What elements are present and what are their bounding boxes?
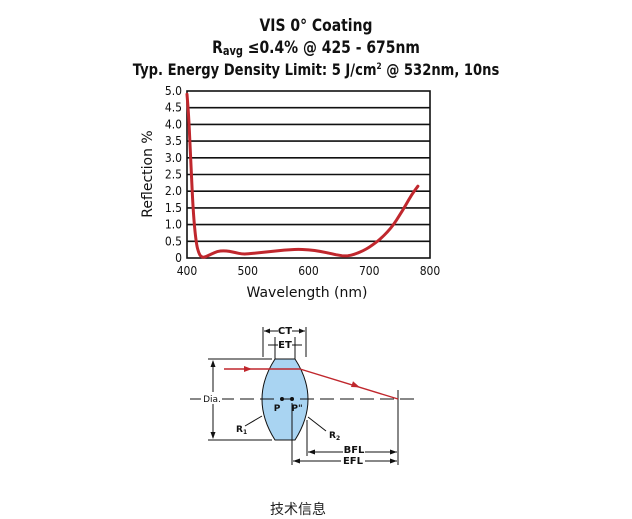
title-r-letter: R <box>212 38 223 58</box>
bfl-label: BFL <box>344 445 365 456</box>
x-tick-labels: 400 500 600 700 800 <box>177 264 441 278</box>
y-tick-label: 1.0 <box>165 218 182 232</box>
p2-label: P" <box>291 404 302 414</box>
x-tick-label: 500 <box>237 264 258 278</box>
title-reflection-spec: ≤0.4% @ 425 - 675nm <box>242 38 420 58</box>
r1-label: R1 <box>236 425 247 436</box>
y-tick-label: 4.5 <box>165 101 182 115</box>
y-tick-label: 2.5 <box>165 168 182 182</box>
y-tick-labels: 0 0.5 1.0 1.5 2.0 2.5 3.0 3.5 4.0 4.5 5.0 <box>165 84 182 265</box>
x-tick-label: 400 <box>177 264 198 278</box>
efl-arrow-left <box>293 458 300 464</box>
footer-caption: 技术信息 <box>270 501 326 517</box>
title-squared-superscript: 2 <box>376 62 382 72</box>
y-tick-label: 0 <box>175 251 182 265</box>
principal-point-p2 <box>290 397 294 401</box>
incident-ray-arrow <box>244 366 252 372</box>
bfl-arrow-left <box>308 449 315 455</box>
refracted-ray-arrow <box>351 381 360 388</box>
refracted-ray <box>299 368 399 400</box>
dia-arrow-bottom <box>210 432 216 439</box>
r1-leader <box>244 415 263 427</box>
chart-title-line-2: Ravg ≤0.4% @ 425 - 675nm <box>57 38 575 58</box>
y-tick-label: 5.0 <box>165 84 182 98</box>
y-tick-label: 2.0 <box>165 184 182 198</box>
title-energy-prefix: Typ. Energy Density Limit: 5 J/cm <box>132 60 377 79</box>
dia-label: Dia. <box>203 395 221 405</box>
grid-lines <box>187 106 430 243</box>
x-tick-label: 800 <box>420 264 441 278</box>
chart-title-line-1: VIS 0° Coating <box>259 16 373 36</box>
efl-label: EFL <box>343 456 364 467</box>
ct-label: CT <box>278 326 292 337</box>
bfl-arrow-right <box>390 449 397 455</box>
y-tick-label: 3.0 <box>165 151 182 165</box>
x-tick-label: 600 <box>298 264 319 278</box>
ct-arrow-right <box>299 328 305 334</box>
title-avg-subscript: avg <box>222 44 243 58</box>
ct-arrow-left <box>264 328 270 334</box>
r2-label: R2 <box>329 431 340 442</box>
p-label: P <box>274 404 281 414</box>
y-axis-label: Reflection % <box>140 130 156 217</box>
y-tick-label: 3.5 <box>165 134 182 148</box>
x-axis-label: Wavelength (nm) <box>247 285 368 301</box>
lens-diagram: CT ET Dia. P P" R1 R2 BFL EFL <box>190 325 420 467</box>
chart-title-line-3: Typ. Energy Density Limit: 5 J/cm2 @ 532… <box>57 60 575 79</box>
reflection-chart: 0 0.5 1.0 1.5 2.0 2.5 3.0 3.5 4.0 4.5 5.0 400 500 60… <box>140 84 441 301</box>
r2-leader <box>307 416 327 432</box>
x-tick-label: 700 <box>359 264 380 278</box>
et-label: ET <box>278 340 292 351</box>
reflection-series-line <box>185 92 420 259</box>
y-tick-label: 4.0 <box>165 117 182 131</box>
y-tick-label: 1.5 <box>165 201 182 215</box>
principal-point-p <box>280 397 284 401</box>
dia-arrow-top <box>210 360 216 367</box>
y-tick-label: 0.5 <box>165 234 182 248</box>
title-energy-rest: @ 532nm, 10ns <box>381 60 500 79</box>
efl-arrow-right <box>390 458 397 464</box>
